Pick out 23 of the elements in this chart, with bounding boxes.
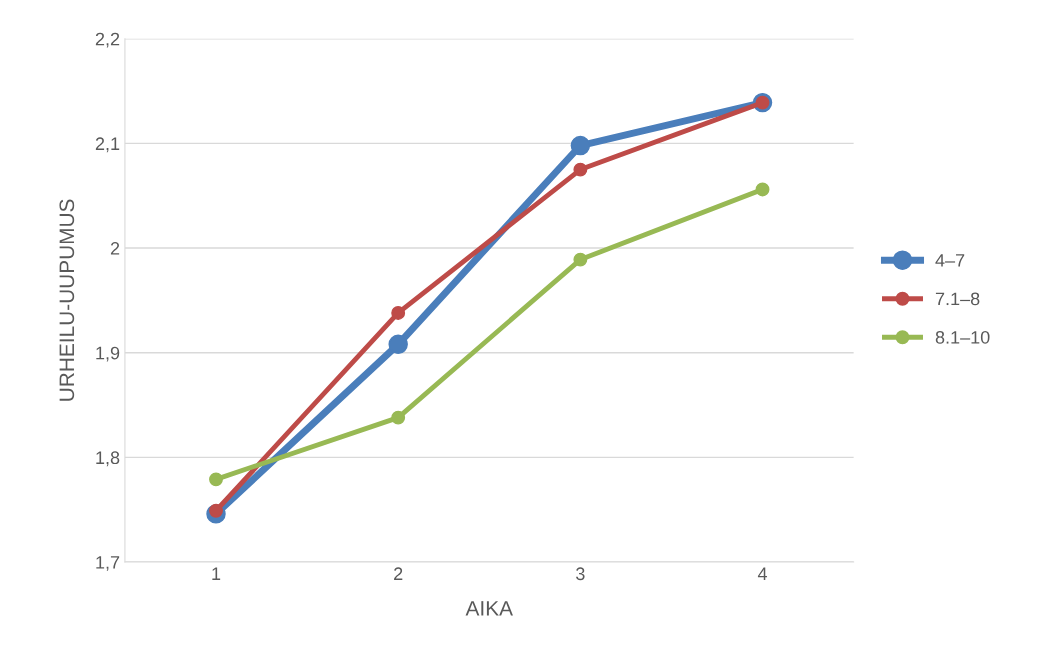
y-axis-title: URHEILU-UUPUMUS <box>59 199 75 401</box>
x-tick-label: 2 <box>394 567 403 580</box>
legend-label: 8.1–10 <box>935 330 990 344</box>
y-tick-label: 1,7 <box>96 556 120 571</box>
legend-label: 7.1–8 <box>935 292 980 306</box>
y-tick-label: 2,2 <box>95 32 120 48</box>
point <box>755 182 770 197</box>
x-tick-label: 1 <box>212 567 221 580</box>
point <box>209 472 223 487</box>
y-tick-label: 1,8 <box>96 451 120 467</box>
y-tick-label: 2 <box>110 242 120 255</box>
point <box>570 135 591 156</box>
y-tick-label: 1,9 <box>96 346 120 362</box>
point <box>391 306 406 320</box>
y-tick-label: 2,1 <box>95 137 120 153</box>
x-axis-title: AIKA <box>465 601 513 616</box>
point <box>391 410 406 425</box>
point <box>388 334 408 355</box>
x-tick-label: 3 <box>576 567 585 581</box>
legend-label: 4–7 <box>935 254 965 267</box>
x-tick-label: 4 <box>757 567 768 580</box>
point <box>573 162 588 177</box>
point <box>573 252 588 267</box>
